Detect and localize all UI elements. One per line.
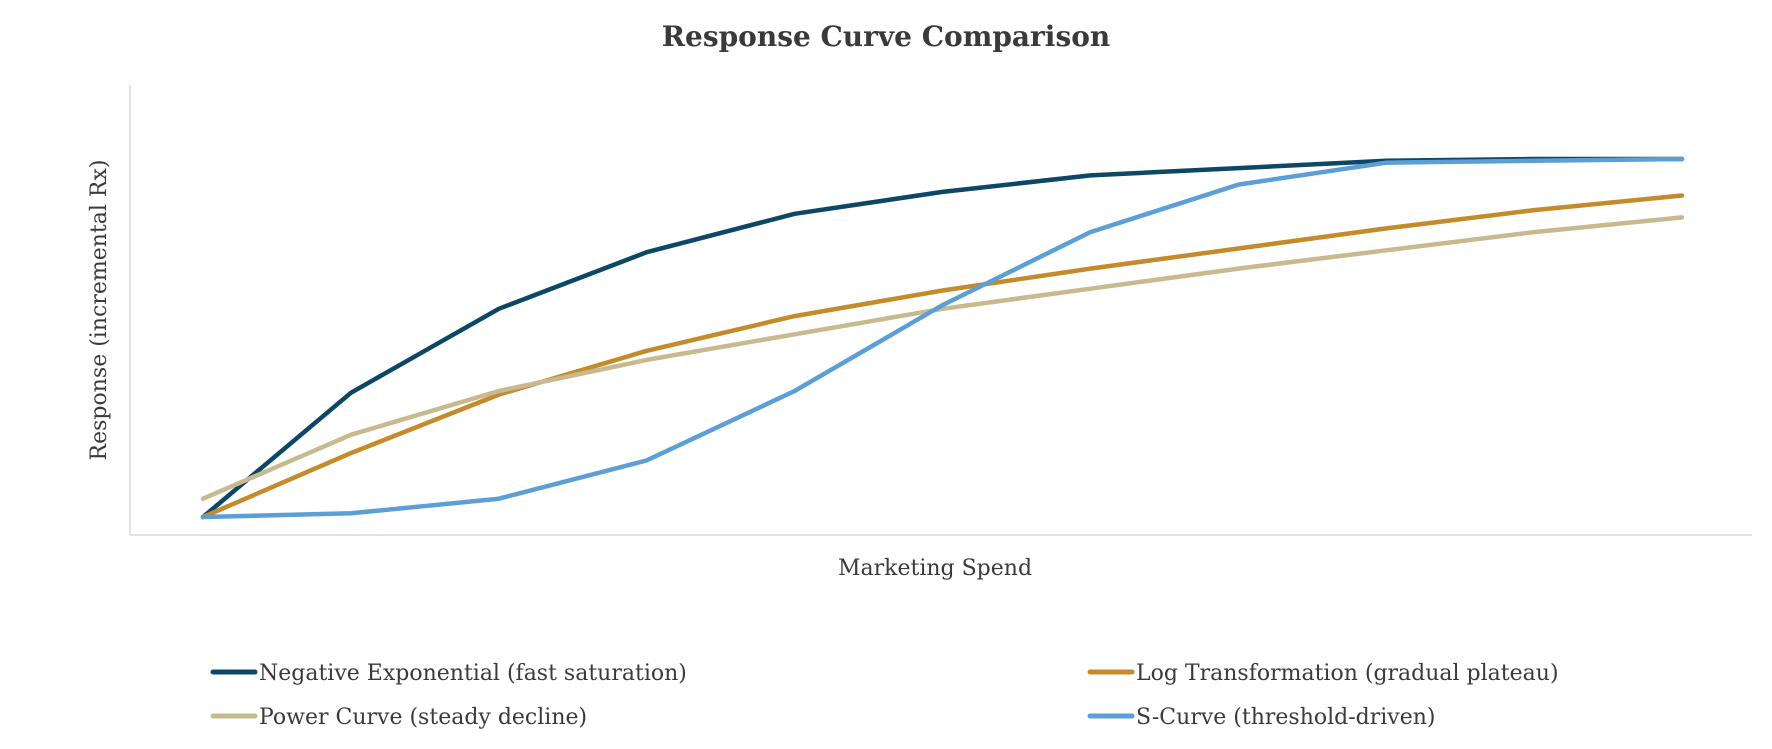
legend-label: Negative Exponential (fast saturation) xyxy=(259,661,687,686)
legend-item-1: Negative Exponential (fast saturation) xyxy=(210,661,687,686)
x-axis-label: Marketing Spend xyxy=(838,556,1032,581)
legend: Negative Exponential (fast saturation) Lo… xyxy=(210,661,1559,730)
legend-item-4: S-Curve (threshold-driven) xyxy=(1087,705,1436,730)
series-group xyxy=(200,156,1685,520)
legend-label: Power Curve (steady decline) xyxy=(259,705,587,730)
series-line-1 xyxy=(200,156,1685,520)
series-line-4 xyxy=(200,156,1685,520)
legend-item-3: Power Curve (steady decline) xyxy=(210,705,587,730)
legend-label: S-Curve (threshold-driven) xyxy=(1136,705,1436,730)
legend-item-2: Log Transformation (gradual plateau) xyxy=(1087,661,1559,686)
series-line-3 xyxy=(200,215,1685,501)
y-axis-label: Response (incremental Rx) xyxy=(87,160,112,461)
series-line-2 xyxy=(200,193,1685,520)
chart-title: Response Curve Comparison xyxy=(662,20,1111,53)
legend-label: Log Transformation (gradual plateau) xyxy=(1136,661,1559,686)
